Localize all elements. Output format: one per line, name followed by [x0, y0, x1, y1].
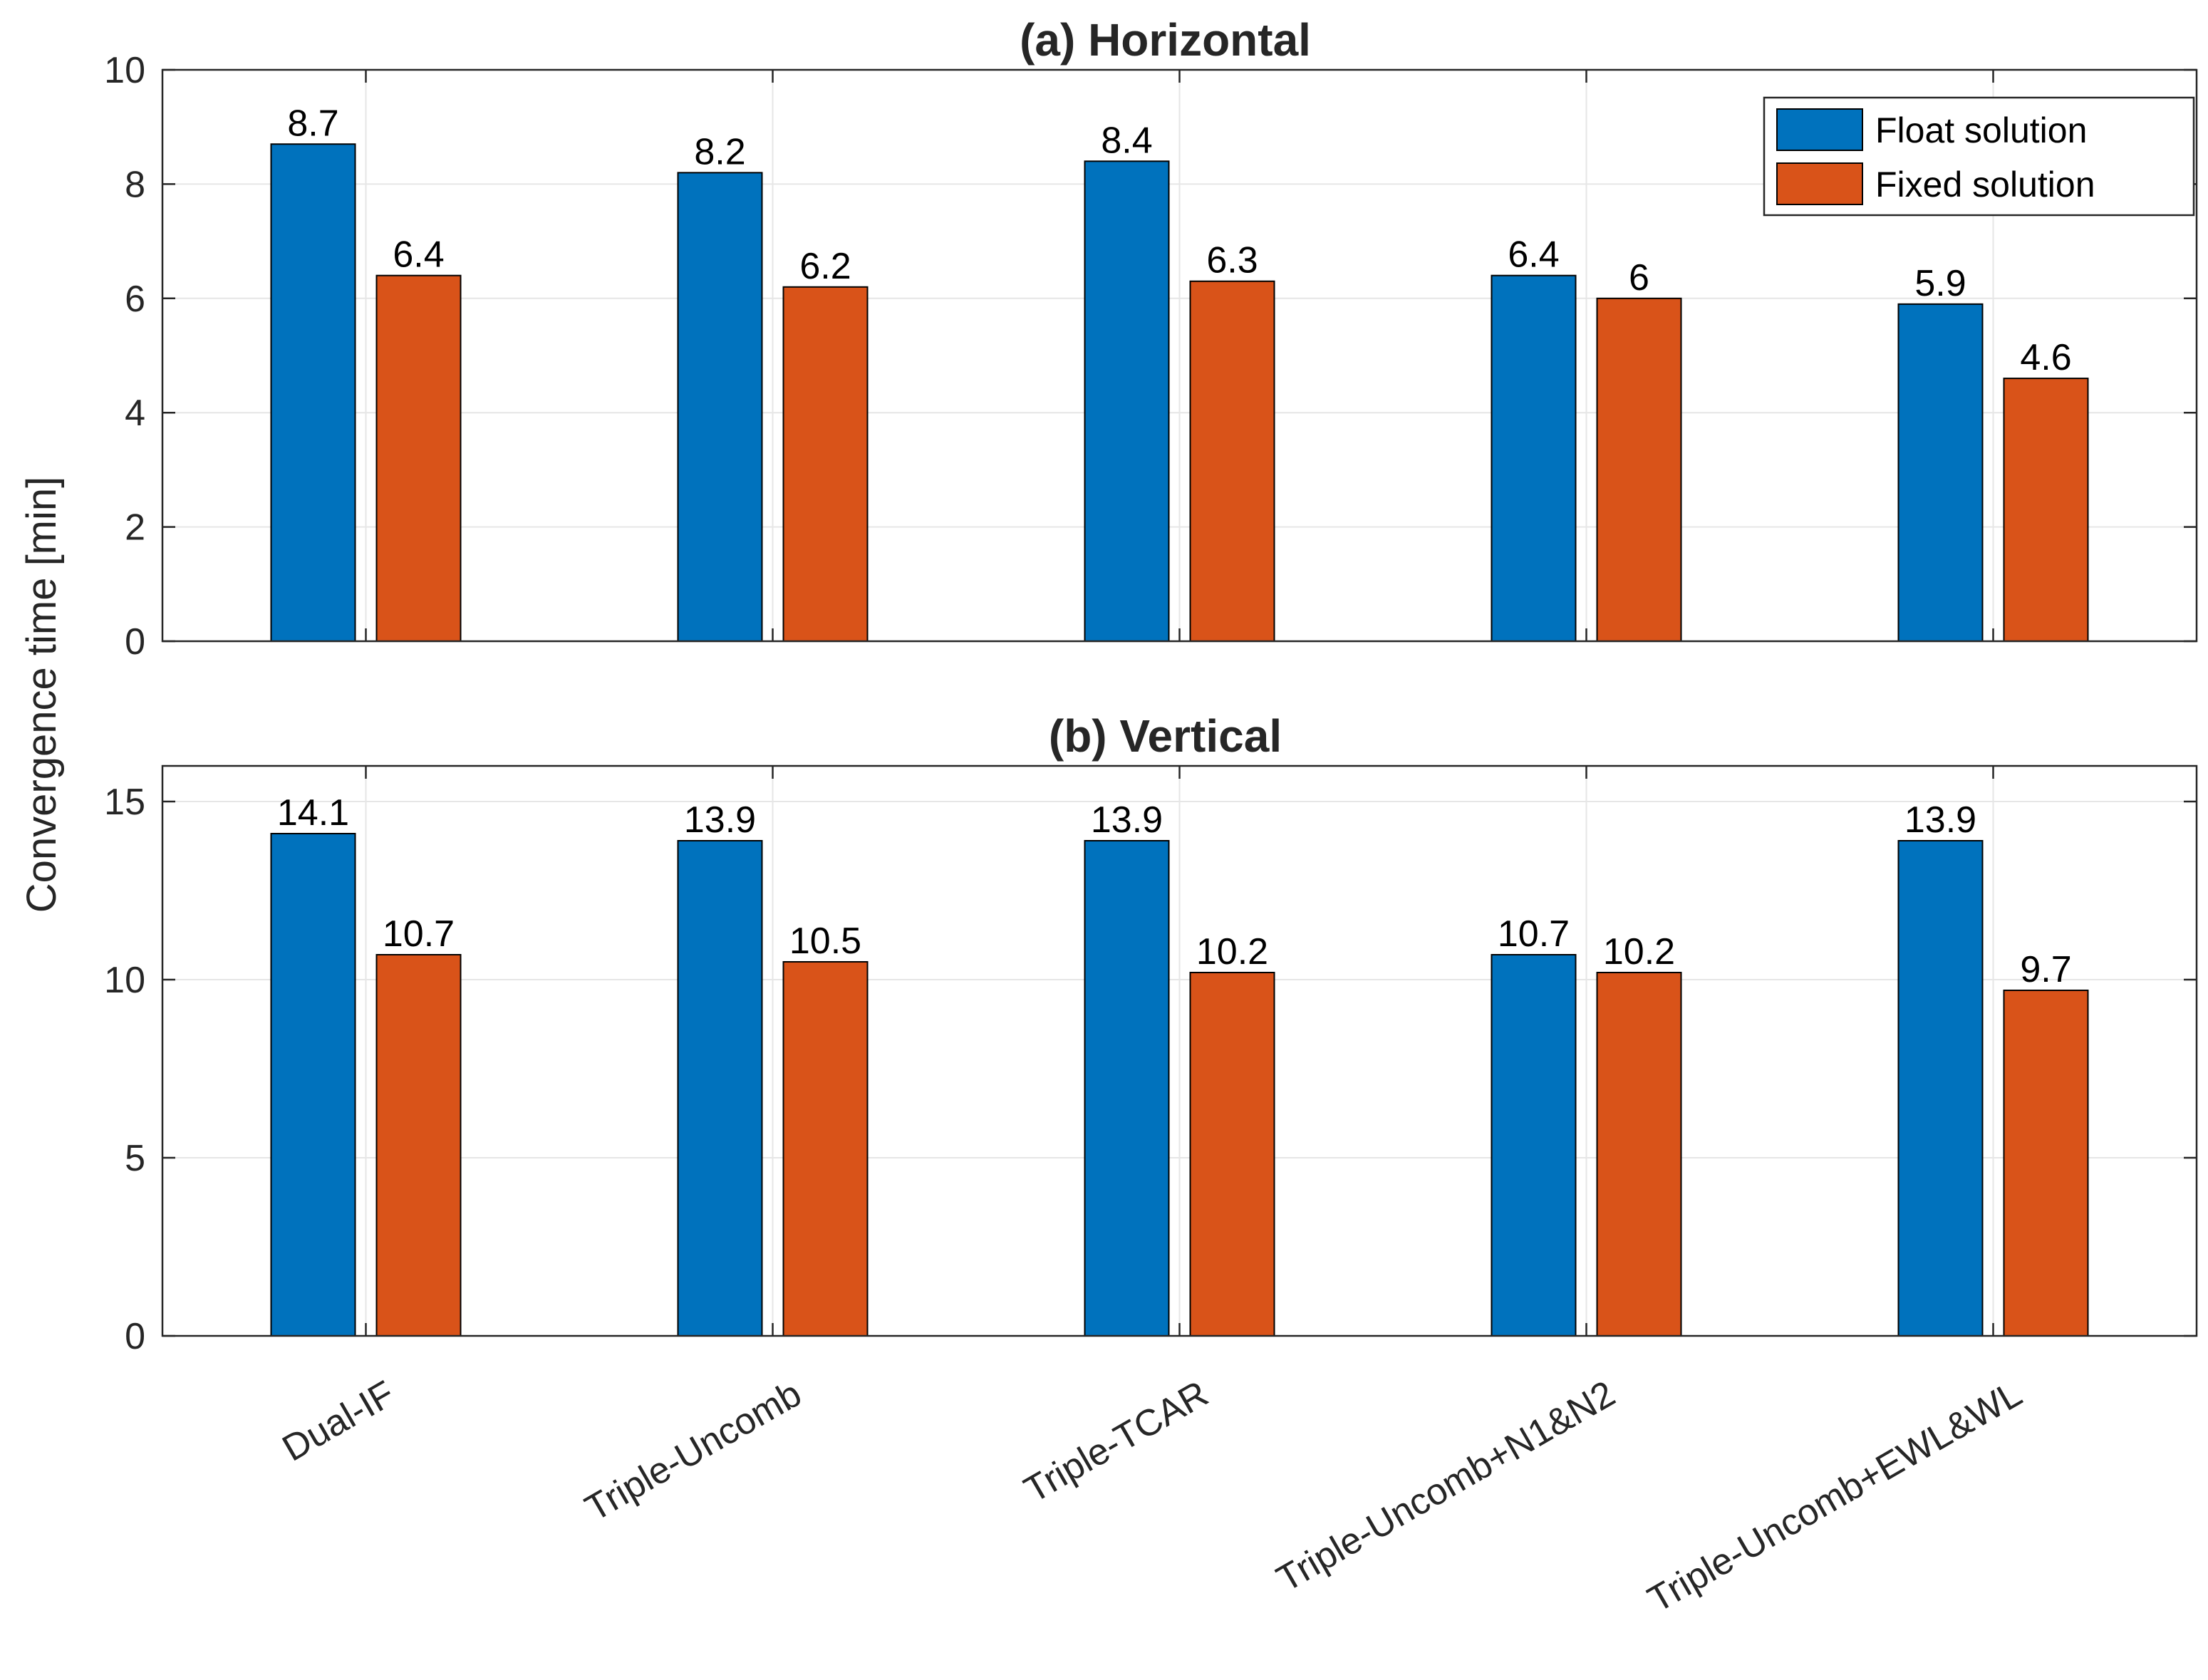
panel-b-y-tick-label: 15 [104, 782, 145, 823]
panel-b-fixed-label: 10.7 [383, 913, 455, 955]
panel-a-fixed-label: 6.2 [799, 246, 851, 287]
legend-swatch-fixed [1776, 162, 1863, 205]
x-category-label: Triple-Uncomb [579, 1373, 809, 1530]
panel-a-float-label: 8.7 [287, 103, 338, 144]
panel-b-fixed-label: 10.2 [1603, 931, 1675, 973]
panel-a-y-tick-label: 4 [125, 393, 145, 434]
panel-b-fixed-bar [1596, 972, 1682, 1337]
panel-a-float-label: 6.4 [1508, 234, 1559, 276]
panel-b-float-bar [270, 833, 356, 1337]
panel-b-fixed-label: 9.7 [2020, 949, 2071, 990]
panel-a-float-bar [1897, 303, 1984, 642]
legend-label-float: Float solution [1875, 110, 2087, 150]
panel-a-float-bar [677, 172, 763, 643]
x-category-label: Dual-IF [276, 1373, 402, 1469]
panel-a-fixed-bar [782, 286, 869, 642]
panel-b-y-tick-label: 0 [125, 1316, 145, 1357]
legend-label-fixed: Fixed solution [1875, 165, 2095, 204]
panel-a-float-bar [1084, 160, 1170, 642]
x-category-label: Triple-Uncomb+EWL&WL [1641, 1373, 2028, 1621]
panel-a-fixed-label: 6 [1629, 257, 1649, 299]
panel-a-fixed-bar [375, 274, 462, 643]
panel-b-title: (b) Vertical [1049, 710, 1282, 762]
x-category-label: Triple-Uncomb+N1&N2 [1270, 1373, 1622, 1600]
panel-b-y-tick-label: 5 [125, 1138, 145, 1179]
panel-b-float-label: 13.9 [1904, 799, 1976, 841]
y-axis-label: Convergence time [min] [19, 477, 65, 913]
panel-b-float-bar [677, 840, 763, 1337]
panel-b-fixed-bar [1189, 972, 1275, 1337]
panel-b-fixed-bar [782, 961, 869, 1337]
panel-a-fixed-label: 4.6 [2020, 337, 2071, 378]
panel-b-y-tick-label: 10 [104, 960, 145, 1001]
panel-a-y-tick-label: 2 [125, 507, 145, 549]
legend-swatch-float [1776, 108, 1863, 151]
panel-a-float-bar [1491, 274, 1577, 643]
panel-a-float-bar [270, 143, 356, 642]
panel-a-y-tick-label: 6 [125, 279, 145, 320]
panel-a-y-tick-label: 10 [104, 50, 145, 91]
panel-b-fixed-bar [2003, 990, 2089, 1337]
panel-b-float-bar [1897, 840, 1984, 1337]
panel-a-float-label: 5.9 [1914, 263, 1966, 304]
panel-a-y-tick-label: 8 [125, 164, 145, 205]
panel-a-float-label: 8.4 [1101, 120, 1152, 161]
panel-b-float-label: 14.1 [277, 792, 349, 834]
panel-b-float-label: 10.7 [1498, 913, 1570, 955]
panel-a-fixed-bar [2003, 378, 2089, 643]
x-category-label: Triple-TCAR [1017, 1373, 1216, 1511]
panel-b-fixed-label: 10.2 [1196, 931, 1268, 973]
panel-a-y-tick-label: 0 [125, 621, 145, 663]
panel-a-fixed-label: 6.3 [1206, 240, 1258, 281]
panel-b-float-bar [1491, 954, 1577, 1337]
panel-b-fixed-label: 10.5 [789, 921, 861, 962]
panel-b-float-bar [1084, 840, 1170, 1337]
panel-a-fixed-bar [1596, 297, 1682, 642]
panel-b-fixed-bar [375, 954, 462, 1337]
panel-b-float-label: 13.9 [1091, 799, 1163, 841]
panel-a-fixed-bar [1189, 280, 1275, 642]
panel-a-title: (a) Horizontal [1020, 14, 1311, 66]
panel-a-fixed-label: 6.4 [393, 234, 444, 276]
panel-b-float-label: 13.9 [684, 799, 756, 841]
panel-a-float-label: 8.2 [694, 131, 745, 172]
